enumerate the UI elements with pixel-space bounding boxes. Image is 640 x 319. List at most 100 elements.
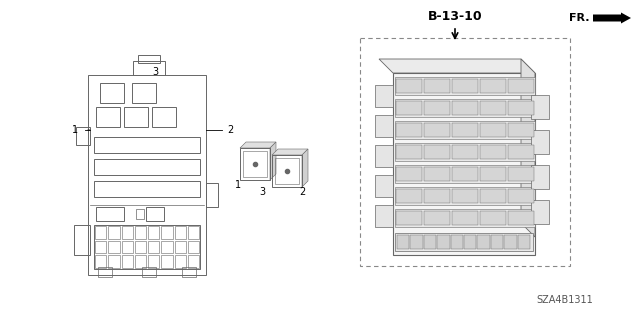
Bar — [480, 101, 506, 115]
Bar — [508, 123, 534, 137]
Bar — [275, 158, 299, 184]
Bar — [531, 165, 549, 189]
Bar — [375, 85, 393, 107]
Bar — [395, 77, 535, 95]
Bar — [135, 255, 146, 268]
Bar — [188, 255, 199, 268]
Bar — [240, 148, 270, 180]
Bar — [480, 79, 506, 93]
Bar — [480, 123, 506, 137]
Bar — [95, 226, 106, 239]
Bar — [531, 130, 549, 154]
Polygon shape — [379, 59, 535, 73]
Bar — [395, 209, 535, 227]
Bar — [135, 226, 146, 239]
Bar — [95, 255, 106, 268]
Bar — [393, 73, 535, 255]
Bar — [508, 145, 534, 159]
Bar — [272, 155, 302, 187]
Bar — [396, 123, 422, 137]
Bar — [108, 226, 120, 239]
Bar — [437, 235, 449, 249]
Bar — [531, 200, 549, 224]
Bar — [138, 55, 160, 63]
Polygon shape — [521, 59, 535, 237]
Bar — [122, 226, 132, 239]
Bar — [452, 211, 478, 225]
Bar — [375, 115, 393, 137]
Bar — [175, 226, 186, 239]
Bar — [395, 165, 535, 183]
Bar — [148, 226, 159, 239]
Bar — [531, 95, 549, 119]
Bar — [452, 123, 478, 137]
Bar — [508, 79, 534, 93]
Polygon shape — [240, 142, 276, 148]
Text: FR.: FR. — [570, 13, 590, 23]
Text: 3: 3 — [152, 67, 158, 77]
Bar — [396, 167, 422, 181]
Bar — [464, 235, 476, 249]
Bar — [175, 255, 186, 268]
Bar — [360, 38, 570, 266]
Bar — [508, 167, 534, 181]
Bar — [451, 235, 463, 249]
Bar — [395, 233, 533, 251]
Bar — [74, 225, 90, 255]
FancyArrow shape — [593, 12, 631, 24]
Bar — [396, 189, 422, 203]
Bar — [133, 61, 165, 75]
Bar — [452, 167, 478, 181]
Bar — [424, 145, 450, 159]
Bar — [94, 181, 200, 197]
Bar — [424, 189, 450, 203]
Bar — [136, 209, 144, 219]
Polygon shape — [270, 142, 276, 180]
Bar — [508, 211, 534, 225]
Bar — [397, 235, 410, 249]
Bar — [135, 241, 146, 253]
Bar — [424, 235, 436, 249]
Bar — [206, 183, 218, 207]
Polygon shape — [272, 149, 308, 155]
Bar — [76, 127, 90, 145]
Bar — [477, 235, 490, 249]
Bar — [124, 107, 148, 127]
Bar — [182, 267, 196, 277]
Bar — [424, 79, 450, 93]
Bar — [108, 241, 120, 253]
Bar — [161, 241, 173, 253]
Bar — [152, 107, 176, 127]
Bar — [94, 159, 200, 175]
Bar — [395, 187, 535, 205]
Bar — [508, 189, 534, 203]
Bar — [94, 225, 200, 269]
Bar — [88, 75, 206, 275]
Polygon shape — [302, 149, 308, 187]
Bar — [480, 189, 506, 203]
Bar — [132, 83, 156, 103]
Bar — [148, 241, 159, 253]
Bar — [424, 101, 450, 115]
Bar — [395, 99, 535, 117]
Text: 2: 2 — [299, 187, 305, 197]
Bar — [452, 189, 478, 203]
Bar — [94, 137, 200, 153]
Bar — [100, 83, 124, 103]
Bar — [396, 145, 422, 159]
Text: 2: 2 — [227, 125, 233, 135]
Bar — [95, 241, 106, 253]
Bar — [480, 211, 506, 225]
Bar — [480, 167, 506, 181]
Bar — [410, 235, 423, 249]
Bar — [175, 241, 186, 253]
Bar — [375, 205, 393, 227]
Bar — [424, 167, 450, 181]
Bar — [396, 211, 422, 225]
Bar — [491, 235, 503, 249]
Bar — [375, 175, 393, 197]
Bar — [504, 235, 516, 249]
Text: B-13-10: B-13-10 — [428, 10, 483, 23]
Bar — [108, 255, 120, 268]
Bar — [375, 145, 393, 167]
